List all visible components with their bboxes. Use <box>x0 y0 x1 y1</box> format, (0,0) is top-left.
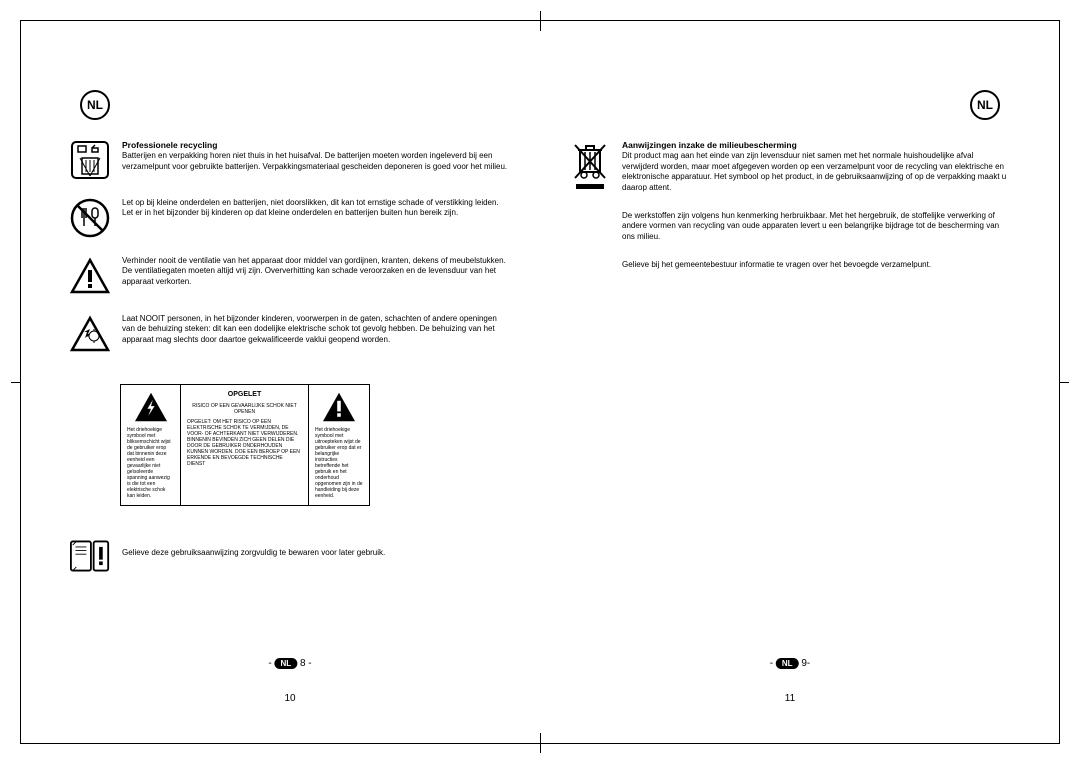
right-content: Aanwijzingen inzake de milieubescherming… <box>570 140 1010 271</box>
text-block: Laat NOOIT personen, in het bijzonder ki… <box>122 314 510 354</box>
section-recycling: Professionele recycling Batterijen en ve… <box>70 140 510 180</box>
language-badge: NL <box>970 90 1000 120</box>
text-block: Verhinder nooit de ventilatie van het ap… <box>122 256 510 296</box>
text-block: Gelieve bij het gemeentebestuur informat… <box>622 260 1010 270</box>
footer-page-num: 9 <box>801 658 807 669</box>
outer-page-num: 11 <box>785 693 795 704</box>
section-ventilation: Verhinder nooit de ventilatie van het ap… <box>70 256 510 296</box>
section-body: Dit product mag aan het einde van zijn l… <box>622 151 1006 191</box>
crop-tick <box>540 733 541 743</box>
spacer <box>570 260 610 270</box>
page-right: NL Aanwijzingen inzake de milieubescherm… <box>540 40 1040 724</box>
text-block: Professionele recycling Batterijen en ve… <box>122 140 510 180</box>
section-body: Let op bij kleine onderdelen en batterij… <box>122 198 499 217</box>
section-body: Batterijen en verpakking horen niet thui… <box>122 151 507 170</box>
weee-icon <box>570 140 610 193</box>
spacer <box>570 211 610 242</box>
caution-left-col: Het driehoekige symbool met bliksemschic… <box>121 385 181 505</box>
language-code: NL <box>80 90 110 120</box>
warning-triangle-icon <box>70 256 110 296</box>
page-spread: NL Professionele recycling Batterijen en… <box>40 40 1040 724</box>
footer-page-num: 8 <box>300 658 306 669</box>
section-heading: Professionele recycling <box>122 140 217 150</box>
inner-page-footer: - NL 8 - <box>268 658 311 669</box>
crop-tick <box>540 11 541 21</box>
outer-page-num: 10 <box>284 693 295 704</box>
no-food-icon <box>70 198 110 238</box>
caution-mid-col: OPGELET RISICO OP EEN GEVAARLIJKE SCHOK … <box>181 385 309 505</box>
section-body: Laat NOOIT personen, in het bijzonder ki… <box>122 314 497 344</box>
section-manual: Gelieve deze gebruiksaanwijzing zorgvuld… <box>70 536 510 576</box>
section-noswallow: Let op bij kleine onderdelen en batterij… <box>70 198 510 238</box>
crop-tick <box>540 743 541 753</box>
section-body: De werkstoffen zijn volgens hun kenmerki… <box>622 211 999 241</box>
section-municipality: Gelieve bij het gemeentebestuur informat… <box>570 260 1010 270</box>
recycle-bin-icon <box>70 140 110 180</box>
section-body: Gelieve bij het gemeentebestuur informat… <box>622 260 931 269</box>
text-block: Let op bij kleine onderdelen en batterij… <box>122 198 510 238</box>
section-materials: De werkstoffen zijn volgens hun kenmerki… <box>570 211 1010 242</box>
document-sheet: NL Professionele recycling Batterijen en… <box>0 0 1080 764</box>
caution-left-text: Het driehoekige symbool met bliksemschic… <box>127 427 174 499</box>
crop-tick <box>540 21 541 31</box>
section-weee: Aanwijzingen inzake de milieubescherming… <box>570 140 1010 193</box>
crop-tick <box>1059 382 1069 383</box>
exclaim-triangle-icon <box>321 391 357 423</box>
manual-note-text: Gelieve deze gebruiksaanwijzing zorgvuld… <box>122 548 385 557</box>
page-left: NL Professionele recycling Batterijen en… <box>40 40 540 724</box>
text-block: De werkstoffen zijn volgens hun kenmerki… <box>622 211 1010 242</box>
weee-bar <box>576 184 604 189</box>
caution-mid-line2: OPGELET: OM HET RISICO OP EEN ELEKTRISCH… <box>187 419 302 467</box>
text-block: Aanwijzingen inzake de milieubescherming… <box>622 140 1010 193</box>
caution-right-col: Het driehoekige symbool met uitroepteken… <box>309 385 369 505</box>
crop-tick <box>11 382 21 383</box>
lightning-triangle-icon <box>133 391 169 423</box>
text-block: Gelieve deze gebruiksaanwijzing zorgvuld… <box>122 536 510 576</box>
electric-shock-icon <box>70 314 110 354</box>
footer-lang-pill: NL <box>274 658 297 669</box>
section-shock: Laat NOOIT personen, in het bijzonder ki… <box>70 314 510 354</box>
section-heading: Aanwijzingen inzake de milieubescherming <box>622 140 797 150</box>
left-content: Professionele recycling Batterijen en ve… <box>70 140 510 576</box>
section-body: Verhinder nooit de ventilatie van het ap… <box>122 256 506 286</box>
language-code: NL <box>970 90 1000 120</box>
caution-right-text: Het driehoekige symbool met uitroepteken… <box>315 427 363 499</box>
footer-lang-pill: NL <box>776 658 799 669</box>
caution-title: OPGELET <box>187 391 302 399</box>
caution-box: Het driehoekige symbool met bliksemschic… <box>120 384 370 506</box>
inner-page-footer: - NL 9- <box>770 658 810 669</box>
manual-icon <box>70 536 110 576</box>
caution-mid-line1: RISICO OP EEN GEVAARLIJKE SCHOK NIET OPE… <box>187 403 302 415</box>
language-badge: NL <box>80 90 110 120</box>
